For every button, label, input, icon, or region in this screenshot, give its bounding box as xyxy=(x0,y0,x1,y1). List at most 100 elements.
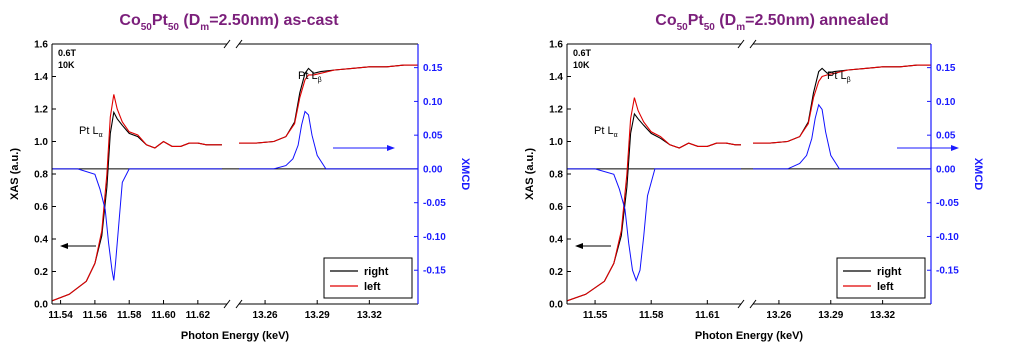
y-left-tick-label: 0.4 xyxy=(549,235,563,246)
field-label: 0.6T xyxy=(58,48,77,58)
temperature-label: 10K xyxy=(573,60,590,70)
x-tick-label: 11.62 xyxy=(186,310,211,321)
y-left-tick-label: 1.2 xyxy=(34,105,48,116)
chart-title: Co50Pt50 (Dm=2.50nm) as-cast xyxy=(119,12,339,33)
series-right-segment-left xyxy=(567,112,741,302)
chart-svg: Co50Pt50 (Dm=2.50nm) annealed 0.0 0.2 0.4 0.… xyxy=(524,12,984,342)
y-right-tick-label: 0.10 xyxy=(936,97,956,108)
legend-label-right: right xyxy=(364,266,389,278)
x-tick-label: 13.32 xyxy=(357,310,382,321)
title-part: Pt xyxy=(688,12,705,29)
y-left-tick-label: 1.6 xyxy=(34,40,48,51)
y-right-tick-label: 0.00 xyxy=(936,164,956,175)
series-left-segment-left xyxy=(52,94,222,302)
series-left-segment-right xyxy=(239,64,418,144)
title-subscript: 50 xyxy=(141,22,153,33)
x-tick-label: 11.54 xyxy=(48,310,73,321)
axis-break-mark xyxy=(235,299,243,309)
y-left-tick-label: 0.6 xyxy=(34,202,48,213)
x-tick-label: 11.60 xyxy=(151,310,176,321)
axis-break-mark xyxy=(235,39,243,49)
series-xmcd-segment-right xyxy=(239,110,418,170)
y-left-tick-label: 1.4 xyxy=(34,72,48,83)
axis-break-mark xyxy=(223,39,231,49)
x-tick-label: 11.61 xyxy=(695,310,720,321)
edge-label-text: Pt L xyxy=(594,125,614,137)
series-right-segment-left xyxy=(52,110,222,302)
temperature-label: 10K xyxy=(58,60,75,70)
x-tick-label: 11.58 xyxy=(117,310,142,321)
x-tick-label: 11.58 xyxy=(639,310,664,321)
x-tick-label: 13.29 xyxy=(305,310,330,321)
y-right-tick-label: -0.10 xyxy=(936,232,959,243)
edge-label-pt-l-beta: Pt Lβ xyxy=(298,70,322,84)
legend-label-right: right xyxy=(877,266,902,278)
y-left-tick-label: 1.0 xyxy=(549,137,563,148)
legend-label-left: left xyxy=(877,281,894,293)
x-tick-label: 11.56 xyxy=(83,310,108,321)
y-axis-label-left: XAS (a.u.) xyxy=(9,148,21,200)
axis-break-mark xyxy=(749,39,757,49)
edge-label-text: Pt L xyxy=(298,70,318,82)
series-left-segment-left xyxy=(567,97,741,302)
y-right-tick-label: -0.15 xyxy=(423,266,446,277)
y-left-tick-label: 0.0 xyxy=(549,300,563,311)
y-left-tick-label: 0.8 xyxy=(549,170,563,181)
y-left-tick-label: 1.6 xyxy=(549,40,563,51)
x-tick-label: 11.55 xyxy=(583,310,608,321)
chart-panel-annealed: Co50Pt50 (Dm=2.50nm) annealed 0.0 0.2 0.4 0.… xyxy=(515,0,1031,347)
legend-box xyxy=(836,257,926,299)
y-left-tick-label: 1.4 xyxy=(549,72,563,83)
axis-break-mark xyxy=(749,299,757,309)
xmcd-arrow-head xyxy=(951,145,959,151)
legend-label-left: left xyxy=(364,281,381,293)
edge-label-pt-l-alpha: Pt Lα xyxy=(79,125,103,139)
legend-box xyxy=(323,257,413,299)
edge-label-text: Pt L xyxy=(827,70,847,82)
series-xmcd-segment-left xyxy=(52,168,222,281)
y-right-tick-label: 0.15 xyxy=(423,63,443,74)
y-right-tick-label: 0.15 xyxy=(936,63,956,74)
title-part: =2.50nm) annealed xyxy=(745,12,889,29)
edge-label-pt-l-beta: Pt Lβ xyxy=(827,70,851,84)
x-tick-label: 13.26 xyxy=(253,310,278,321)
y-axis-label-right: XMCD xyxy=(459,158,471,190)
y-right-tick-label: 0.05 xyxy=(423,131,443,142)
y-right-tick-label: -0.15 xyxy=(936,266,959,277)
title-subscript: 50 xyxy=(677,22,689,33)
y-right-tick-label: 0.00 xyxy=(423,164,443,175)
y-left-tick-label: 0.2 xyxy=(34,267,48,278)
y-left-tick-label: 0.2 xyxy=(549,267,563,278)
axis-break-mark xyxy=(223,299,231,309)
y-right-tick-label: -0.05 xyxy=(423,198,446,209)
title-subscript: m xyxy=(200,22,209,33)
title-part: Co xyxy=(655,12,677,29)
axis-break-mark xyxy=(737,299,745,309)
edge-label-pt-l-alpha: Pt Lα xyxy=(594,125,618,139)
title-part: (D xyxy=(179,12,200,29)
y-right-tick-label: 0.05 xyxy=(936,131,956,142)
y-left-tick-label: 0.6 xyxy=(549,202,563,213)
y-right-tick-label: -0.05 xyxy=(936,198,959,209)
x-axis-label: Photon Energy (keV) xyxy=(181,330,290,342)
chart-svg: Co50Pt50 (Dm=2.50nm) as-cast0.00.20.40.6… xyxy=(9,12,471,342)
y-right-tick-label: -0.10 xyxy=(423,232,446,243)
title-subscript: m xyxy=(736,22,745,33)
edge-label-subscript: β xyxy=(318,77,322,84)
y-left-tick-label: 1.2 xyxy=(549,105,563,116)
xmcd-arrow-head xyxy=(387,145,395,151)
chart-title: Co50Pt50 (Dm=2.50nm) annealed xyxy=(655,12,888,33)
chart-panel-as-cast: Co50Pt50 (Dm=2.50nm) as-cast 0.0 0.2 0.4 0.6… xyxy=(9,12,471,342)
y-right-tick-label: 0.10 xyxy=(423,97,443,108)
title-part: Pt xyxy=(152,12,169,29)
edge-label-subscript: β xyxy=(847,77,851,84)
y-left-tick-label: 0.8 xyxy=(34,170,48,181)
x-tick-label: 13.29 xyxy=(818,310,843,321)
x-axis-label: Photon Energy (keV) xyxy=(695,330,804,342)
xas-arrow-head xyxy=(575,243,583,249)
x-tick-label: 13.32 xyxy=(870,310,895,321)
y-left-tick-label: 0.0 xyxy=(34,300,48,311)
field-label: 0.6T xyxy=(573,48,592,58)
title-part: Co xyxy=(119,12,141,29)
y-axis-label-right: XMCD xyxy=(972,158,984,190)
